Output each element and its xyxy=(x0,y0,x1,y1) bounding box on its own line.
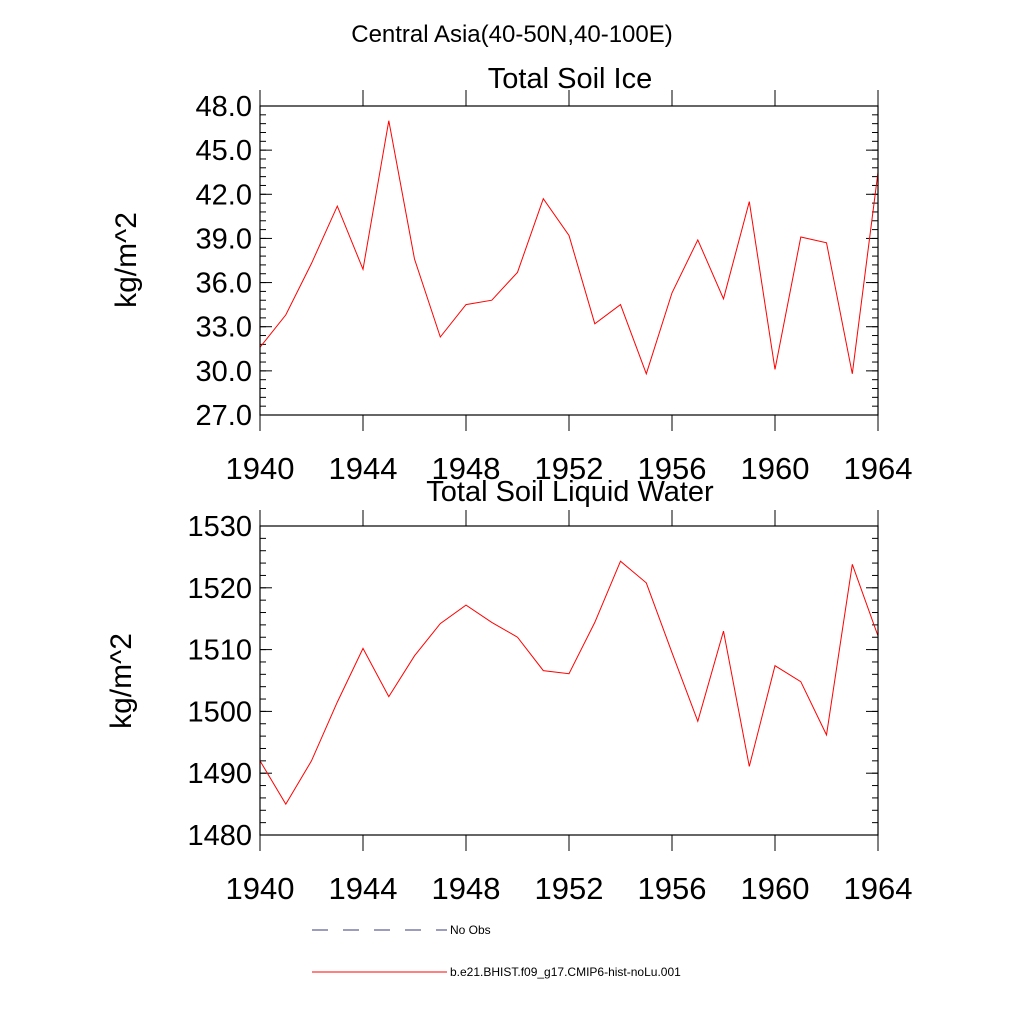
soil-liquid-xtick-label: 1956 xyxy=(638,871,707,906)
soil-liquid-title: Total Soil Liquid Water xyxy=(426,476,714,508)
soil-ice-xtick-label: 1944 xyxy=(329,451,398,486)
soil-ice-ytick-label: 33.0 xyxy=(196,312,252,344)
soil-ice-ticks xyxy=(259,90,879,431)
soil-liquid-tick-labels: 1480 1490 1500 1510 1520 1530 1940 1944 1948 1952… xyxy=(187,511,912,906)
soil-liquid-ytick-label: 1500 xyxy=(187,696,252,728)
soil-liquid-ytick-label: 1480 xyxy=(187,820,252,852)
soil-liquid-xtick-label: 1940 xyxy=(226,871,295,906)
soil-liquid-ytick-label: 1530 xyxy=(187,511,252,543)
legend-model-label: b.e21.BHIST.f09_g17.CMIP6-hist-noLu.001 xyxy=(450,965,681,979)
soil-liquid-xtick-label: 1952 xyxy=(535,871,604,906)
soil-liquid-ytick-label: 1510 xyxy=(187,635,252,667)
soil-ice-tick-labels: 27.0 30.0 33.0 36.0 39.0 42.0 45.0 48.0 1940 1944… xyxy=(196,91,913,486)
soil-ice-ytick-label: 30.0 xyxy=(196,356,252,388)
soil-liquid-xtick-label: 1964 xyxy=(844,871,913,906)
soil-liquid-xtick-label: 1948 xyxy=(432,871,501,906)
soil-liquid-plot-frame xyxy=(259,525,879,836)
soil-ice-xtick-label: 1960 xyxy=(741,451,810,486)
soil-ice-ytick-label: 48.0 xyxy=(196,91,252,123)
soil-liquid-ytick-label: 1520 xyxy=(187,573,252,605)
soil-ice-ylabel: kg/m^2 xyxy=(110,212,143,308)
soil-ice-xtick-label: 1952 xyxy=(535,451,604,486)
soil-liquid-xtick-label: 1944 xyxy=(329,871,398,906)
soil-ice-plot-frame xyxy=(259,105,879,416)
soil-ice-xtick-label: 1964 xyxy=(844,451,913,486)
soil-liquid-xtick-label: 1960 xyxy=(741,871,810,906)
soil-liquid-ytick-label: 1490 xyxy=(187,758,252,790)
soil-ice-ytick-label: 42.0 xyxy=(196,179,252,211)
figure-title: Central Asia(40-50N,40-100E) xyxy=(351,21,673,48)
soil-ice-ytick-label: 36.0 xyxy=(196,268,252,300)
soil-liquid-ticks xyxy=(259,510,879,851)
soil-ice-xtick-label: 1956 xyxy=(638,451,707,486)
soil-liquid-panel: Total Soil Liquid Water kg/m^2 148014901… xyxy=(105,476,912,906)
soil-ice-ytick-label: 39.0 xyxy=(196,223,252,255)
soil-ice-ytick-label: 45.0 xyxy=(196,135,252,167)
soil-liquid-ylabel: kg/m^2 xyxy=(105,633,138,729)
soil-ice-ytick-label: 27.0 xyxy=(196,400,252,432)
soil-ice-series-line xyxy=(259,120,879,376)
legend-no-obs-label: No Obs xyxy=(450,923,491,937)
legend: No Obs b.e21.BHIST.f09_g17.CMIP6-hist-no… xyxy=(312,923,681,979)
soil-ice-title: Total Soil Ice xyxy=(488,63,652,95)
soil-liquid-series-line xyxy=(259,560,879,806)
soil-ice-xtick-label: 1940 xyxy=(226,451,295,486)
soil-ice-panel: Total Soil Ice kg/m^2 27.0 30.0 33.0 36.0 39… xyxy=(110,63,912,486)
soil-ice-xtick-label: 1948 xyxy=(432,451,501,486)
